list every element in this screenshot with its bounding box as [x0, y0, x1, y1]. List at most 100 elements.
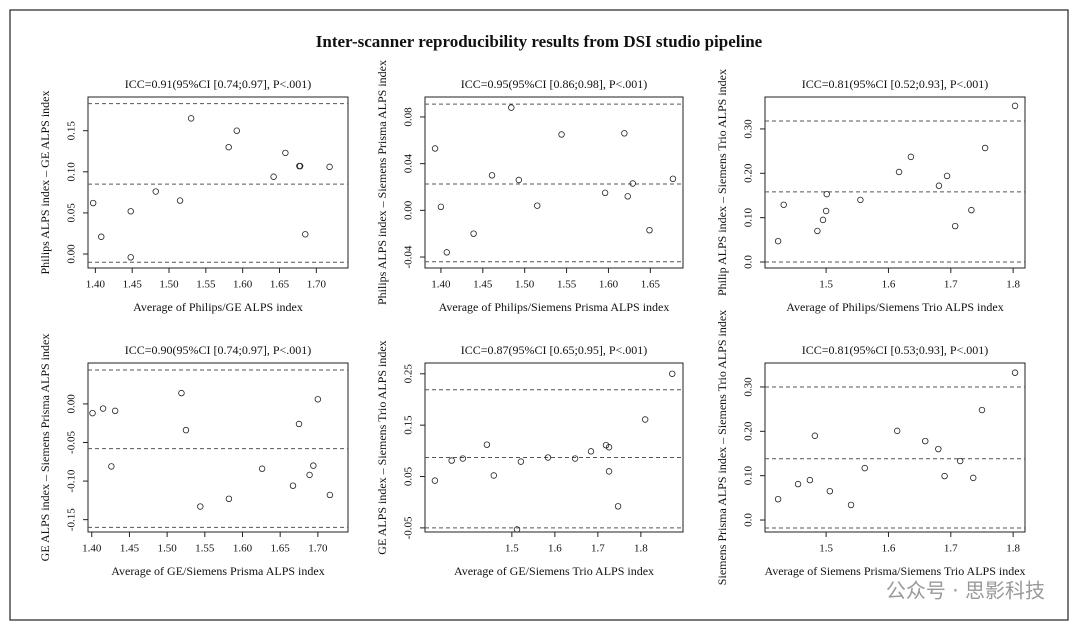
point [443, 249, 450, 256]
point [225, 495, 233, 503]
point [587, 448, 595, 455]
x-tick-label: 1.5 [819, 543, 833, 555]
point [646, 226, 653, 234]
point [981, 144, 989, 152]
y-tick-label: 0.15 [403, 415, 415, 435]
point [624, 193, 631, 200]
point [258, 465, 266, 472]
x-tick-label: 1.40 [86, 279, 106, 291]
y-tick-label: 0.15 [66, 121, 78, 141]
point [956, 457, 964, 465]
panel-title: ICC=0.91(95%CI [0.74;0.97], P<.001) [125, 77, 312, 91]
point [780, 201, 787, 208]
y-tick-label: -0.05 [66, 431, 78, 454]
point [431, 145, 439, 152]
y-axis-label: Philips ALPS index – Siemens Prisma ALPS… [375, 60, 389, 305]
frame [9, 9, 1069, 621]
y-tick-label: -0.04 [403, 245, 415, 268]
point [490, 472, 497, 479]
x-tick-label: 1.7 [591, 543, 605, 555]
point [669, 175, 677, 183]
x-tick-label: 1.8 [1006, 543, 1020, 555]
point [558, 131, 565, 138]
y-tick-label: 0.30 [743, 377, 755, 397]
point [826, 487, 834, 495]
point [437, 203, 445, 211]
point [922, 437, 929, 445]
x-tick-label: 1.65 [270, 279, 290, 291]
point [431, 477, 439, 484]
y-tick-label: -0.05 [403, 516, 415, 539]
point [448, 457, 455, 464]
point [306, 471, 313, 479]
x-tick-label: 1.45 [473, 279, 493, 291]
panel-title: ICC=0.95(95%CI [0.86;0.98], P<.001) [461, 77, 648, 91]
y-tick-label: 0.30 [743, 119, 755, 139]
panel-title: ICC=0.81(95%CI [0.52;0.93], P<.001) [802, 77, 989, 91]
y-tick-label: 0.20 [743, 421, 755, 441]
point [1011, 369, 1019, 376]
point [811, 432, 819, 439]
point [806, 476, 814, 484]
plot-box [764, 362, 1026, 533]
x-tick-label: 1.6 [548, 543, 562, 555]
y-tick-label: 0.00 [66, 394, 78, 414]
x-tick-label: 1.70 [307, 279, 327, 291]
y-tick-label: 0.0 [743, 513, 755, 527]
point [182, 426, 190, 434]
x-tick-label: 1.55 [195, 543, 215, 555]
y-tick-label: 0.10 [743, 466, 755, 486]
x-tick-label: 1.50 [515, 279, 535, 291]
point [544, 454, 552, 461]
point [310, 462, 317, 469]
x-tick-label: 1.40 [431, 279, 451, 291]
point [282, 149, 289, 157]
plot-box [764, 96, 1026, 269]
point [774, 237, 782, 245]
panel-title: ICC=0.90(95%CI [0.74;0.97], P<.001) [125, 343, 312, 357]
point [978, 406, 986, 414]
point [641, 416, 649, 423]
plot-box [424, 362, 684, 533]
point [483, 441, 491, 448]
x-tick-label: 1.70 [308, 543, 328, 555]
point [178, 389, 185, 397]
point [601, 189, 609, 197]
panel-title: ICC=0.87(95%CI [0.65;0.95], P<.001) [461, 343, 648, 357]
point [814, 227, 821, 235]
x-tick-label: 1.55 [196, 279, 216, 291]
point [823, 190, 830, 198]
x-tick-label: 1.60 [233, 279, 253, 291]
point [197, 503, 204, 510]
point [517, 458, 525, 465]
point [605, 468, 613, 475]
point [302, 231, 309, 238]
y-tick-label: 0.20 [743, 163, 755, 183]
point [176, 197, 184, 204]
point [861, 464, 868, 472]
y-axis-label: Philips ALPS index – GE ALPS index [38, 90, 52, 274]
point [1011, 102, 1019, 110]
point [515, 176, 523, 184]
y-axis-label: GE ALPS index – Siemens Prisma ALPS inde… [38, 334, 52, 562]
y-tick-label: 0.10 [66, 162, 78, 182]
x-tick-label: 1.60 [233, 543, 253, 555]
point [819, 216, 827, 224]
point [270, 173, 277, 180]
point [629, 180, 636, 187]
y-tick-label: 0.08 [403, 107, 415, 127]
point [857, 196, 864, 204]
y-tick-label: 0.00 [66, 244, 78, 264]
x-tick-label: 1.7 [944, 543, 958, 555]
point [314, 396, 322, 403]
x-axis-label: Average of GE/Siemens Prisma ALPS index [111, 564, 324, 578]
point [822, 207, 830, 215]
point [970, 474, 977, 482]
y-tick-label: 0.05 [403, 466, 415, 486]
plot-box [424, 96, 684, 269]
point [895, 168, 903, 176]
y-tick-label: -0.15 [66, 508, 78, 531]
point [233, 127, 240, 134]
point [127, 254, 134, 261]
